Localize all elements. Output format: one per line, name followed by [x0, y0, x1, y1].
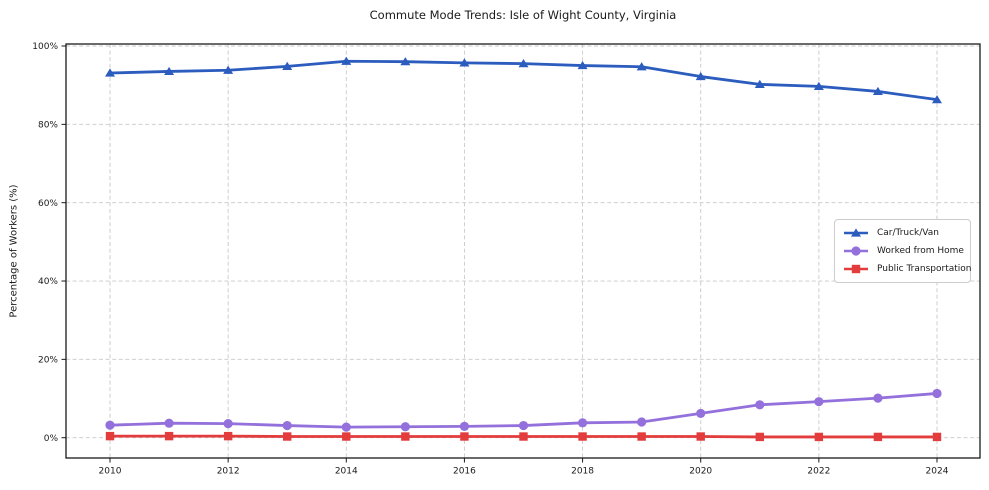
plot-frame [65, 43, 981, 459]
x-tick-label: 2022 [807, 467, 830, 477]
data-point-marker [695, 71, 706, 81]
x-tick-label: 2018 [571, 467, 594, 477]
data-point-marker [282, 61, 293, 70]
data-point-marker [696, 432, 705, 441]
legend-label: Worked from Home [877, 246, 964, 256]
data-point-marker [637, 432, 646, 441]
series-public-transportation [105, 431, 942, 442]
data-point-marker [813, 81, 824, 90]
legend-item-car-truck-van: Car/Truck/Van [843, 226, 962, 240]
legend-item-worked-from-home: Worked from Home [843, 244, 964, 258]
data-point-marker [754, 79, 765, 88]
series-worked-from-home [105, 388, 942, 432]
data-point-marker [755, 400, 765, 410]
data-point-marker [341, 56, 352, 65]
data-point-marker [636, 62, 647, 71]
x-tick-label: 2012 [217, 467, 240, 477]
data-point-marker [223, 418, 233, 429]
legend-label: Public Transportation [877, 264, 972, 274]
data-point-marker [577, 60, 588, 70]
data-point-marker [518, 420, 529, 431]
y-axis-label: Percentage of Workers (%) [8, 184, 20, 318]
y-tick-label: 20% [38, 356, 58, 366]
legend-line-circle-icon [844, 246, 868, 256]
data-point-marker [460, 432, 469, 441]
data-point-marker [872, 86, 883, 96]
legend-box: Car/Truck/Van Worked from Home Public Tr… [834, 219, 971, 283]
data-point-marker [164, 431, 174, 441]
data-point-marker [341, 422, 351, 432]
legend-marker [851, 264, 861, 274]
data-point-marker [637, 417, 647, 427]
data-point-marker [223, 431, 233, 441]
legend-line-square-icon [844, 264, 868, 274]
data-point-marker [164, 418, 174, 428]
y-tick-label: 100% [32, 42, 58, 52]
data-point-marker [105, 68, 115, 77]
data-point-marker [518, 59, 529, 68]
x-tick-label: 2014 [335, 467, 358, 477]
x-tick-label: 2024 [926, 467, 949, 477]
x-tick-label: 2010 [99, 467, 122, 477]
data-point-marker [519, 432, 528, 441]
data-point-marker [105, 431, 115, 441]
data-point-marker [459, 58, 470, 67]
legend-line-triangle-icon [844, 228, 868, 237]
y-tick-label: 0% [44, 434, 59, 444]
data-point-marker [223, 65, 234, 74]
data-point-marker [400, 422, 410, 432]
chart-title: Commute Mode Trends: Isle of Wight Count… [369, 8, 677, 22]
x-tick-label: 2020 [689, 467, 712, 477]
data-point-marker [105, 420, 115, 430]
data-point-marker [459, 421, 470, 431]
data-point-marker [814, 397, 824, 407]
data-point-marker [283, 432, 292, 441]
data-point-marker [873, 432, 883, 442]
data-point-marker [282, 420, 292, 431]
x-tick-label: 2016 [453, 467, 476, 477]
data-point-marker [164, 66, 175, 76]
legend-item-public-transportation: Public Transportation [843, 262, 971, 276]
legend-marker [851, 228, 861, 237]
legend-marker [851, 246, 861, 256]
data-point-marker [696, 408, 706, 419]
data-point-marker [577, 418, 588, 428]
data-point-marker [814, 432, 824, 442]
data-point-marker [400, 57, 411, 66]
data-point-marker [931, 95, 942, 104]
data-point-marker [932, 388, 942, 399]
data-point-marker [932, 432, 942, 442]
data-point-marker [401, 432, 410, 441]
data-point-marker [873, 393, 883, 403]
y-tick-label: 40% [38, 277, 58, 287]
data-point-marker [342, 432, 351, 441]
y-tick-label: 60% [38, 199, 58, 209]
legend-label: Car/Truck/Van [877, 228, 939, 238]
data-point-marker [578, 432, 587, 441]
y-tick-label: 80% [38, 121, 58, 131]
data-point-marker [755, 432, 764, 442]
series-car-truck-van [105, 56, 942, 104]
